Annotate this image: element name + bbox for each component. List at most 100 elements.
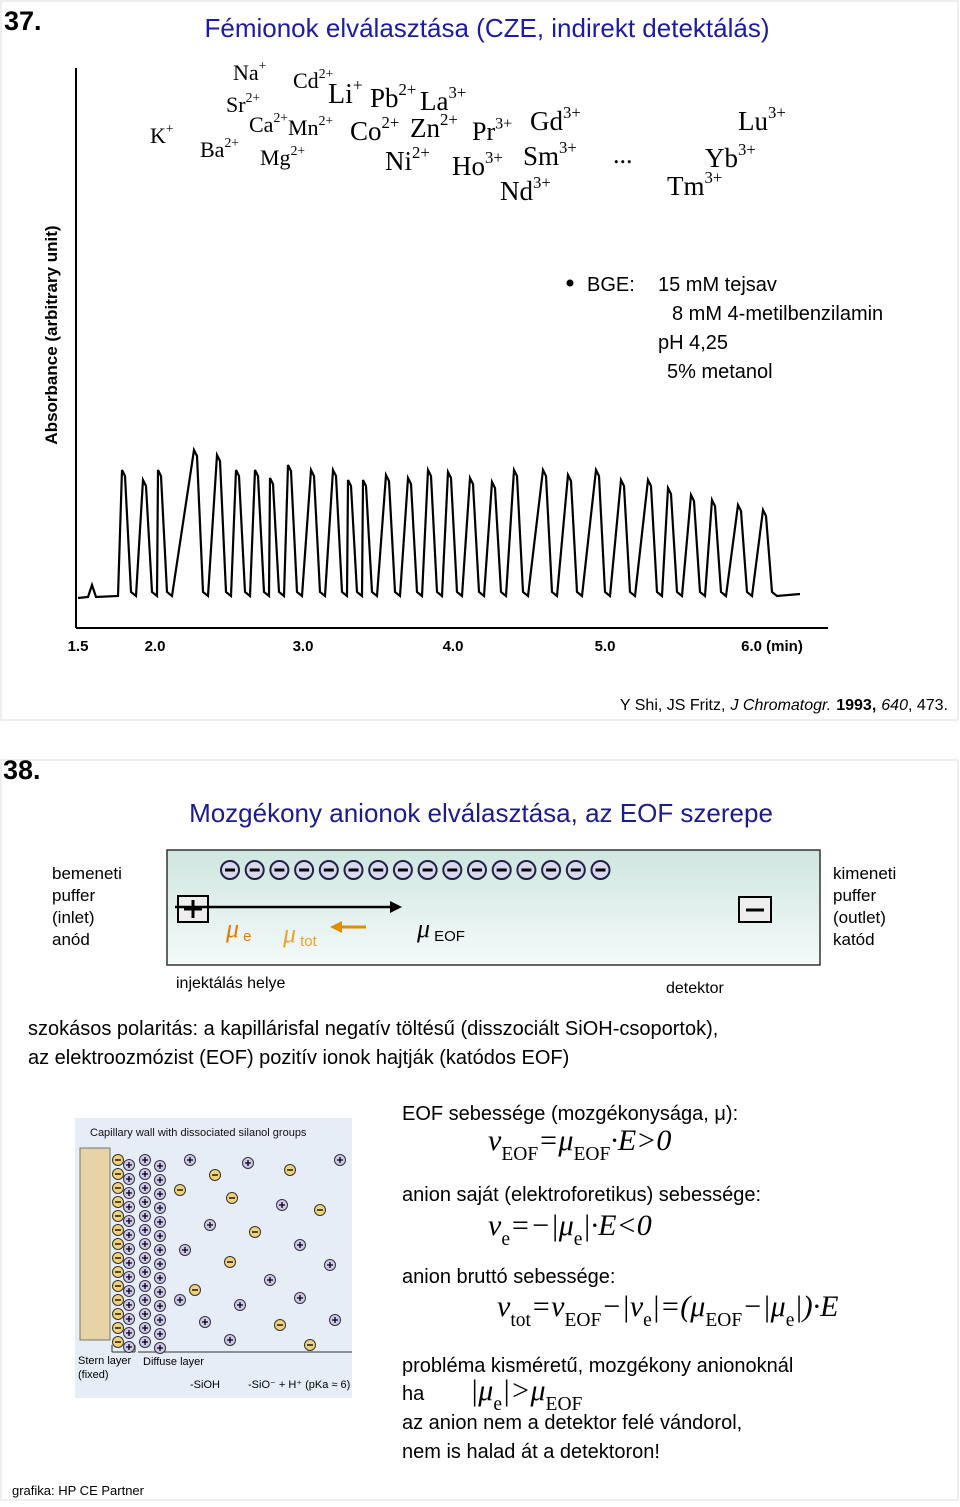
ion-charge: 3+ <box>448 83 466 102</box>
ion-charge: 2+ <box>412 143 430 162</box>
ion-symbol: Sm <box>523 141 559 171</box>
outlet-label: puffer <box>833 886 877 905</box>
equation-subscript: EOF <box>546 1394 583 1415</box>
pages: , 473. <box>908 697 948 714</box>
ion-charge: 3+ <box>495 115 512 132</box>
ion-label: Cd2+ <box>293 66 334 93</box>
electropherogram <box>77 446 801 600</box>
equation: ve=−|μe|·E<0 <box>488 1209 652 1250</box>
ion-label: Ba2+ <box>200 135 239 162</box>
detector-label: detektor <box>666 980 724 997</box>
equation-subscript: e <box>501 1229 510 1250</box>
equation-caption: anion saját (elektroforetikus) sebessége… <box>402 1184 761 1206</box>
slide-title: Mozgékony anionok elválasztása, az EOF s… <box>189 798 773 828</box>
sign <box>126 1246 132 1252</box>
ion-label: Na+ <box>233 58 267 85</box>
ion-symbol: La <box>420 86 448 116</box>
ion-symbol: Ca <box>249 112 274 137</box>
x-tick-label: 3.0 <box>293 638 314 655</box>
ion-label: Sm3+ <box>523 138 577 171</box>
sign <box>237 1302 243 1308</box>
ion-charge: 2+ <box>399 80 417 99</box>
sign <box>126 1274 132 1280</box>
sign <box>157 1289 163 1295</box>
slide-number: 38. <box>3 755 41 785</box>
equation: |μe|>μEOF <box>470 1374 583 1415</box>
ion-charge: 2+ <box>224 135 239 150</box>
sign <box>142 1255 148 1261</box>
outlet-label: (outlet) <box>833 908 886 927</box>
ion-symbol: Na <box>233 60 259 85</box>
sign <box>157 1233 163 1239</box>
sign <box>142 1325 148 1331</box>
sign <box>142 1199 148 1205</box>
sign <box>142 1283 148 1289</box>
ion-charge: 3+ <box>705 168 723 187</box>
bge-label: BGE: <box>587 274 635 296</box>
ion-label: La3+ <box>420 83 466 116</box>
ion-label: Pb2+ <box>370 80 416 113</box>
ion-symbol: Li <box>328 79 353 110</box>
ion-charge: 3+ <box>768 103 786 122</box>
citation: Y Shi, JS Fritz, J Chromatogr. 1993, 640, 4… <box>620 697 948 714</box>
ion-symbol: Cd <box>293 68 319 93</box>
equation-term: v <box>488 1124 502 1157</box>
ion-charge: 3+ <box>559 138 577 157</box>
ion-symbol: Mn <box>288 115 319 140</box>
sign <box>182 1247 188 1253</box>
sign <box>297 1295 303 1301</box>
sign <box>126 1162 132 1168</box>
equation-subscript: e <box>643 1310 652 1331</box>
equation-term: |μ <box>470 1374 493 1407</box>
ion-symbol: K <box>150 123 166 148</box>
x-tick-label: 4.0 <box>443 638 464 655</box>
equation-term: ·E>0 <box>610 1124 671 1157</box>
ion-symbol: Pr <box>472 117 495 146</box>
sign <box>157 1191 163 1197</box>
figure-label: Stern layer <box>78 1355 132 1367</box>
equation-subscript: e <box>493 1394 502 1415</box>
sign <box>126 1302 132 1308</box>
sign <box>327 1262 333 1268</box>
ion-charge: 3+ <box>738 140 756 159</box>
ion-symbol: Mg <box>260 145 291 170</box>
layer-brackets <box>111 1345 352 1353</box>
ion-label: K+ <box>150 121 174 148</box>
outlet-label: katód <box>833 930 875 949</box>
mobility-label: μ EOF <box>416 914 465 945</box>
ion-charge: + <box>166 121 174 136</box>
figure-label: -SiO⁻ + H⁺ (pKa ≈ 6) <box>248 1379 350 1391</box>
ion-label: Gd3+ <box>530 103 581 136</box>
plus-sign <box>184 900 202 918</box>
ellipsis: ... <box>613 140 633 169</box>
capillary-wall <box>79 1147 111 1341</box>
sign <box>202 1319 208 1325</box>
sign <box>142 1297 148 1303</box>
sign <box>177 1297 183 1303</box>
equation: vtot=vEOF−|ve|=(μEOF−|μe|)·E <box>497 1290 838 1331</box>
credit: grafika: HP CE Partner <box>12 1483 145 1498</box>
problem-line: probléma kisméretű, mozgékony anionoknál <box>402 1355 793 1377</box>
slide-title: Fémionok elválasztása (CZE, indirekt det… <box>204 13 769 43</box>
slide-number: 37. <box>4 6 42 36</box>
figure-label: -SiOH <box>190 1379 220 1391</box>
mu-subscript: tot <box>300 933 318 950</box>
sign <box>142 1171 148 1177</box>
equation: vEOF=μEOF·E>0 <box>488 1124 671 1165</box>
equation-term: =−|μ <box>510 1209 574 1242</box>
ion-symbol: Yb <box>705 143 738 173</box>
sign <box>126 1260 132 1266</box>
arrow-head <box>390 901 402 913</box>
equation-term: |·E<0 <box>582 1209 651 1242</box>
equation-caption: anion bruttó sebessége: <box>402 1266 616 1288</box>
mu-symbol: μ <box>282 919 296 948</box>
sign <box>142 1311 148 1317</box>
slide-frame <box>0 759 959 1501</box>
inlet-label: puffer <box>52 886 96 905</box>
ion-charge: + <box>353 75 363 94</box>
equation-term: |)·E <box>794 1290 838 1323</box>
equation-term: −|μ <box>742 1290 786 1323</box>
x-tick-label: 1.5 <box>68 638 89 655</box>
ion-charge: 2+ <box>440 110 458 129</box>
ion-label: Nd3+ <box>500 173 551 206</box>
